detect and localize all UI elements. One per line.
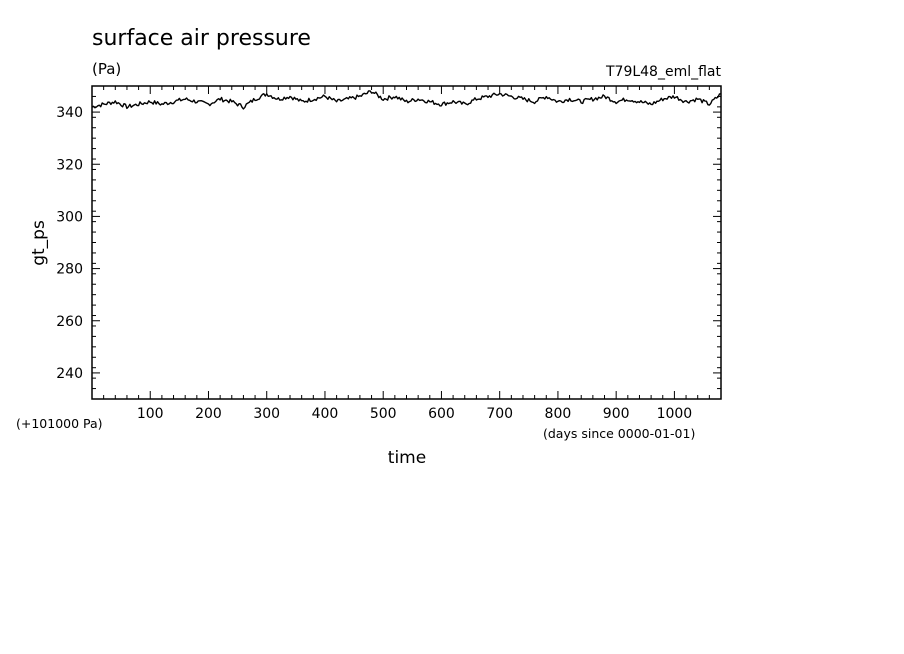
y-tick-label: 320 (56, 157, 83, 173)
series-line (91, 90, 722, 110)
y-axis-label: gt_ps (29, 220, 49, 266)
x-tick-label: 900 (603, 406, 630, 422)
x-tick-label: 600 (428, 406, 455, 422)
chart-subtitle: (Pa) (92, 60, 121, 78)
y-tick-label: 260 (56, 314, 83, 330)
chart-annotation: T79L48_eml_flat (605, 64, 722, 80)
plot-area (91, 90, 722, 110)
plot-frame (91, 85, 722, 400)
x-tick-label: 800 (545, 406, 572, 422)
chart-title: surface air pressure (92, 26, 311, 51)
y-tick-label: 280 (56, 262, 83, 278)
x-tick-label: 100 (137, 406, 164, 422)
x-axis-label: time (388, 448, 426, 468)
x-tick-label: 700 (486, 406, 513, 422)
x-tick-label: 300 (253, 406, 280, 422)
axes-group: 100 200 300 400 500 600 700 800 900 1000 240 260 280… (56, 85, 722, 422)
x-tick-label: 200 (195, 406, 222, 422)
x-tick-label: 500 (370, 406, 397, 422)
x-tick-label: 400 (312, 406, 339, 422)
x-tick-label: 1000 (657, 406, 693, 422)
y-tick-label: 300 (56, 209, 83, 225)
y-offset-label: (+101000 Pa) (16, 416, 103, 431)
x-unit-label: (days since 0000-01-01) (543, 426, 695, 441)
y-tick-label: 340 (56, 105, 83, 121)
y-tick-label: 240 (56, 366, 83, 382)
